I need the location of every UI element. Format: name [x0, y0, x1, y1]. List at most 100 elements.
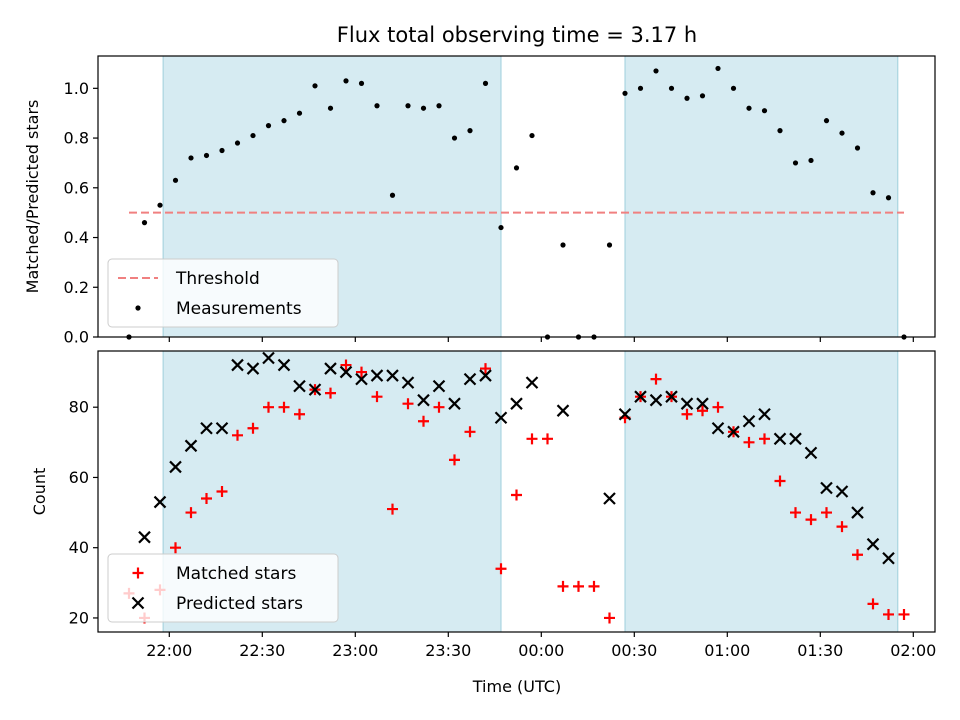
- point-bottom-x-24: [510, 397, 523, 410]
- point-top-dot-32: [622, 90, 628, 96]
- point-bottom-x-12: [324, 362, 337, 375]
- x-tick-label-7: 01:30: [797, 641, 843, 660]
- x-tick-label-8: 02:00: [890, 641, 936, 660]
- legend-label-top-1: Measurements: [176, 299, 302, 319]
- point-bottom-plus-27: [542, 433, 553, 445]
- x-tick-label-2: 23:00: [332, 641, 378, 660]
- point-top-dot-24: [498, 224, 504, 231]
- point-bottom-x-31: [665, 390, 678, 403]
- point-bottom-x-2: [169, 460, 182, 474]
- point-bottom-x-10: [293, 379, 306, 393]
- point-top-dot-47: [854, 145, 861, 151]
- y-tick-label-top-4: 0.8: [64, 129, 89, 148]
- point-top-dot-18: [405, 103, 411, 109]
- legend-marker-bottom-1: [131, 596, 145, 610]
- panel-top: 0.0 0.2 0.4 0.6 0.8 1.0 Matched/Predicted star…: [23, 55, 936, 347]
- point-bottom-x-18: [417, 393, 430, 407]
- legend-label-bottom-1: Predicted stars: [176, 594, 303, 614]
- y-axis-label-bottom: Count: [30, 468, 49, 516]
- point-bottom-x-44: [866, 537, 880, 551]
- legend-bottom: Matched stars Predicted stars: [107, 553, 339, 623]
- point-bottom-x-21: [463, 372, 477, 386]
- point-top-dot-14: [343, 78, 349, 84]
- point-top-dot-48: [870, 190, 876, 196]
- point-top-dot-21: [451, 135, 458, 141]
- y-tick-label-bottom-0: 20: [69, 608, 89, 627]
- point-bottom-plus-17: [387, 503, 398, 515]
- point-top-dot-4: [188, 155, 194, 161]
- y-tick-label-top-3: 0.6: [64, 178, 89, 197]
- legend-label-bottom-0: Matched stars: [176, 564, 296, 584]
- point-top-dot-22: [467, 128, 473, 134]
- point-bottom-plus-5: [201, 493, 212, 505]
- point-bottom-plus-22: [464, 426, 476, 438]
- x-tick-label-1: 22:30: [239, 641, 285, 660]
- point-bottom-x-32: [680, 397, 694, 410]
- point-bottom-plus-29: [573, 580, 584, 592]
- point-bottom-x-3: [184, 439, 198, 453]
- legend-box-bottom: [107, 553, 339, 623]
- point-top-dot-49: [885, 195, 892, 201]
- point-bottom-x-27: [603, 492, 616, 505]
- point-top-dot-43: [792, 160, 799, 166]
- point-bottom-x-40: [804, 446, 818, 460]
- point-top-dot-38: [715, 65, 721, 72]
- shaded-interval-bottom-1: [624, 350, 899, 633]
- x-tick-label-5: 00:30: [611, 641, 657, 660]
- shaded-interval-top-1: [624, 55, 899, 338]
- point-top-dot-5: [203, 152, 210, 159]
- legend-marker-bottom-0: [132, 567, 144, 579]
- point-bottom-plus-14: [340, 359, 352, 371]
- point-top-dot-3: [172, 177, 179, 183]
- y-axis-label-top: Matched/Predicted stars: [23, 100, 42, 294]
- point-bottom-plus-37: [697, 405, 708, 417]
- point-top-dot-7: [234, 140, 241, 146]
- y-tick-label-top-5: 1.0: [64, 79, 89, 98]
- point-bottom-plus-11: [294, 408, 305, 420]
- point-bottom-plus-16: [371, 391, 383, 403]
- legend-label-top-0: Threshold: [175, 269, 260, 289]
- point-bottom-plus-31: [604, 612, 615, 624]
- point-top-dot-45: [823, 118, 830, 124]
- point-bottom-x-38: [773, 432, 787, 446]
- y-tick-label-bottom-1: 40: [69, 538, 89, 557]
- point-bottom-plus-24: [495, 563, 507, 575]
- point-top-dot-11: [296, 110, 303, 116]
- point-top-dot-25: [513, 165, 520, 171]
- point-bottom-x-34: [711, 421, 725, 435]
- point-bottom-plus-28: [557, 580, 569, 592]
- point-bottom-x-8: [262, 351, 275, 365]
- point-bottom-plus-47: [852, 549, 863, 561]
- axes-frame-top: [97, 55, 936, 338]
- axes-frame-bottom: [97, 350, 936, 633]
- point-bottom-x-26: [556, 404, 570, 417]
- point-bottom-x-6: [231, 358, 244, 372]
- point-top-dot-42: [777, 128, 783, 134]
- point-top-dot-28: [560, 242, 566, 248]
- point-bottom-plus-3: [170, 542, 181, 554]
- point-bottom-x-5: [215, 421, 229, 435]
- point-bottom-x-9: [277, 358, 291, 372]
- x-tick-label-0: 22:00: [146, 641, 192, 660]
- point-bottom-x-42: [835, 485, 849, 498]
- point-bottom-plus-40: [743, 436, 755, 448]
- point-top-dot-15: [358, 80, 365, 86]
- point-bottom-plus-48: [867, 598, 879, 610]
- y-tick-label-bottom-2: 60: [69, 468, 89, 487]
- x-tick-label-4: 00:00: [518, 641, 564, 660]
- point-bottom-plus-13: [325, 387, 336, 399]
- point-bottom-plus-15: [356, 366, 367, 378]
- point-bottom-plus-26: [526, 433, 538, 445]
- point-bottom-plus-23: [480, 363, 491, 375]
- point-top-dot-26: [529, 132, 535, 139]
- point-top-dot-12: [312, 83, 318, 89]
- point-bottom-plus-7: [232, 429, 243, 441]
- point-top-dot-1: [141, 220, 148, 226]
- legend-marker-top-1: [135, 305, 141, 311]
- point-bottom-plus-34: [650, 373, 662, 385]
- point-bottom-plus-18: [402, 398, 414, 410]
- point-bottom-x-16: [386, 369, 399, 382]
- y-tick-label-bottom-3: 80: [69, 398, 89, 417]
- point-top-dot-8: [250, 132, 256, 139]
- point-bottom-x-37: [758, 407, 771, 421]
